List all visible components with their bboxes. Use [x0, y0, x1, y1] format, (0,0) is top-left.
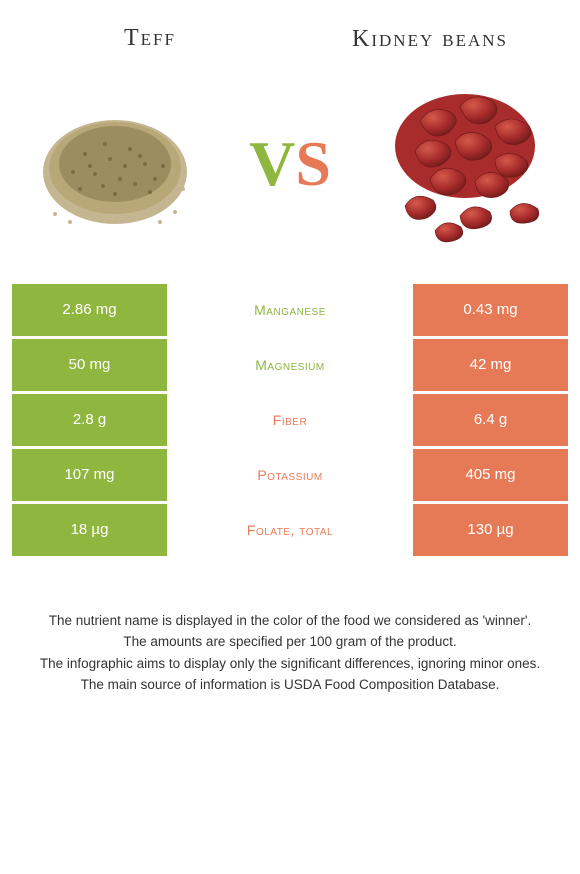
vs-label: V S: [249, 127, 331, 201]
images-row: V S: [0, 64, 580, 274]
right-value-cell: 42 mg: [413, 339, 568, 391]
kidney-beans-illustration: [380, 81, 550, 246]
footnote-line: The main source of information is USDA F…: [18, 675, 562, 695]
nutrient-label-cell: Fiber: [167, 394, 413, 446]
table-row: 2.8 gFiber6.4 g: [12, 394, 568, 446]
teff-image: [30, 79, 200, 249]
right-value-cell: 130 µg: [413, 504, 568, 556]
nutrient-label-cell: Folate, total: [167, 504, 413, 556]
footnotes: The nutrient name is displayed in the co…: [0, 611, 580, 695]
table-row: 50 mgMagnesium42 mg: [12, 339, 568, 391]
kidney-beans-image: [380, 79, 550, 249]
teff-illustration: [35, 94, 195, 234]
vs-v-letter: V: [249, 127, 295, 201]
nutrient-label-cell: Magnesium: [167, 339, 413, 391]
footnote-line: The nutrient name is displayed in the co…: [18, 611, 562, 631]
left-value-cell: 50 mg: [12, 339, 167, 391]
right-value-cell: 0.43 mg: [413, 284, 568, 336]
left-food-title: Teff: [50, 25, 250, 54]
footnote-line: The amounts are specified per 100 gram o…: [18, 632, 562, 652]
footnote-line: The infographic aims to display only the…: [18, 654, 562, 674]
left-value-cell: 2.8 g: [12, 394, 167, 446]
table-row: 107 mgPotassium405 mg: [12, 449, 568, 501]
right-value-cell: 405 mg: [413, 449, 568, 501]
header-row: Teff Kidney beans: [0, 0, 580, 64]
vs-s-letter: S: [295, 127, 331, 201]
left-value-cell: 18 µg: [12, 504, 167, 556]
nutrient-table: 2.86 mgManganese0.43 mg50 mgMagnesium42 …: [12, 284, 568, 556]
table-row: 2.86 mgManganese0.43 mg: [12, 284, 568, 336]
table-row: 18 µgFolate, total130 µg: [12, 504, 568, 556]
left-value-cell: 107 mg: [12, 449, 167, 501]
right-food-title: Kidney beans: [330, 25, 530, 54]
nutrient-label-cell: Potassium: [167, 449, 413, 501]
nutrient-label-cell: Manganese: [167, 284, 413, 336]
right-value-cell: 6.4 g: [413, 394, 568, 446]
left-value-cell: 2.86 mg: [12, 284, 167, 336]
